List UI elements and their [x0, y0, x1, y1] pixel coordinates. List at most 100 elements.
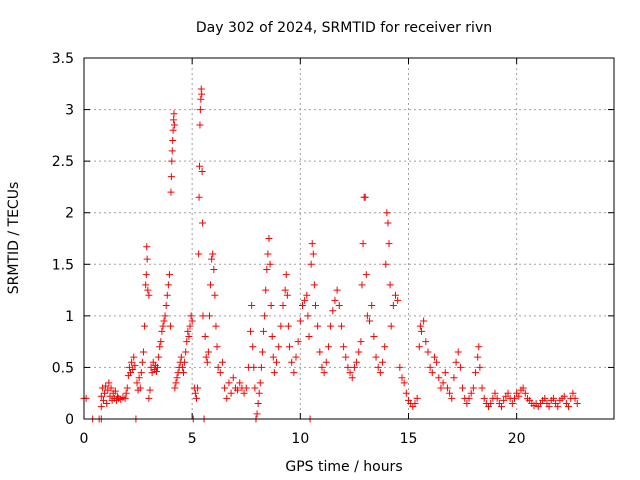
grid-lines: [84, 58, 614, 419]
data-point: [121, 394, 129, 402]
data-point: [227, 389, 235, 397]
data-point: [327, 322, 335, 330]
data-point: [195, 250, 203, 258]
data-point: [169, 126, 177, 134]
data-point: [361, 193, 369, 201]
data-point: [141, 322, 149, 330]
data-point: [500, 396, 508, 404]
data-points: [80, 85, 581, 423]
data-point: [194, 384, 202, 392]
data-point: [155, 353, 163, 361]
data-point: [282, 271, 290, 279]
data-point: [249, 343, 257, 351]
data-point: [368, 302, 376, 310]
data-point: [519, 384, 527, 392]
data-point: [389, 302, 397, 310]
data-point: [508, 400, 516, 408]
data-point: [143, 243, 151, 251]
data-point: [135, 374, 143, 382]
data-point: [337, 322, 345, 330]
data-point: [301, 296, 309, 304]
data-point: [314, 322, 322, 330]
data-point: [424, 348, 432, 356]
data-point: [465, 394, 473, 402]
data-point: [167, 173, 175, 181]
data-point: [487, 400, 495, 408]
data-point: [159, 322, 167, 330]
data-point: [137, 369, 145, 377]
data-point: [426, 363, 434, 371]
data-point: [240, 389, 248, 397]
data-point: [387, 322, 395, 330]
data-point: [340, 343, 348, 351]
data-point: [167, 188, 175, 196]
data-point: [439, 379, 447, 387]
data-point: [443, 384, 451, 392]
data-point: [107, 384, 115, 392]
data-point: [569, 389, 577, 397]
data-point: [247, 327, 255, 335]
data-point: [180, 369, 188, 377]
data-point: [198, 167, 206, 175]
data-point: [284, 322, 292, 330]
data-point: [493, 394, 501, 402]
data-point: [266, 260, 274, 268]
data-point: [381, 343, 389, 351]
data-point: [456, 363, 464, 371]
data-point: [169, 137, 177, 145]
data-point: [234, 386, 242, 394]
data-point: [157, 338, 165, 346]
data-point: [236, 379, 244, 387]
data-point: [417, 327, 425, 335]
data-point: [170, 121, 178, 129]
data-point: [129, 365, 137, 373]
data-point: [413, 394, 421, 402]
data-point: [283, 291, 291, 299]
data-point: [394, 296, 402, 304]
data-point: [348, 374, 356, 382]
data-point: [122, 389, 130, 397]
data-point: [454, 348, 462, 356]
axis-ticks: [83, 57, 614, 420]
y-tick-label: 3.5: [52, 51, 74, 67]
y-tick-label: 0: [65, 412, 74, 428]
data-point: [433, 358, 441, 366]
data-point: [316, 348, 324, 356]
data-point: [279, 302, 287, 310]
data-point: [196, 121, 204, 129]
y-axis-label: SRMTID / TECUs: [6, 182, 22, 295]
data-point: [318, 363, 326, 371]
data-point: [396, 363, 404, 371]
data-point: [197, 95, 205, 103]
data-point: [143, 255, 151, 263]
data-point: [198, 90, 206, 98]
data-point: [229, 374, 237, 382]
data-point: [344, 363, 352, 371]
data-point: [223, 394, 231, 402]
data-point: [521, 389, 529, 397]
data-point: [311, 302, 319, 310]
data-point: [225, 379, 233, 387]
data-point: [257, 363, 265, 371]
data-point: [154, 363, 162, 371]
x-tick-label: 5: [188, 431, 197, 447]
x-tick-label: 10: [291, 431, 309, 447]
data-point: [309, 250, 317, 258]
data-point: [202, 353, 210, 361]
data-point: [162, 302, 170, 310]
data-point: [201, 332, 209, 340]
data-point: [208, 255, 216, 263]
data-point: [467, 389, 475, 397]
y-tick-label: 2.5: [52, 154, 74, 170]
data-point: [181, 358, 189, 366]
data-point: [353, 358, 361, 366]
data-point: [199, 312, 207, 320]
data-point: [168, 157, 176, 165]
data-point: [372, 353, 380, 361]
data-point: [382, 260, 390, 268]
data-point: [251, 384, 259, 392]
y-tick-label: 1.5: [52, 257, 74, 273]
data-point: [304, 312, 312, 320]
data-point: [292, 353, 300, 361]
x-tick-labels: 0 5 10 15 20: [80, 431, 526, 447]
